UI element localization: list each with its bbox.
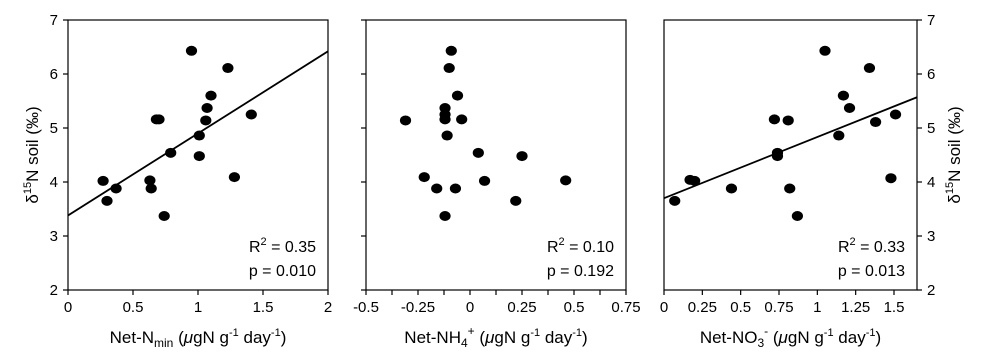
data-point — [418, 172, 430, 183]
data-point — [837, 90, 850, 101]
data-point — [451, 90, 464, 101]
data-point — [889, 109, 902, 120]
data-point — [193, 130, 205, 141]
x-tick-label: 1 — [194, 299, 202, 316]
regression-line — [664, 96, 917, 200]
x-tick-label: 1.5 — [253, 299, 274, 316]
data-point — [110, 183, 122, 194]
plot-frame — [663, 19, 918, 291]
x-tick-label: 0 — [64, 299, 72, 316]
x-axis-title: Net-NH4+ (μgN g-1 day-1) — [404, 324, 587, 350]
data-point — [478, 175, 491, 186]
data-point — [771, 151, 784, 162]
x-tick-label: -0.25 — [401, 299, 435, 316]
data-point — [144, 175, 156, 186]
y-tick-label: 7 — [50, 12, 58, 29]
y-tick-label: 6 — [927, 66, 935, 83]
y-tick-label: 3 — [50, 228, 58, 245]
data-point — [843, 103, 856, 114]
x-tick-label: 0.75 — [764, 299, 793, 316]
data-point — [819, 45, 831, 56]
x-tick-label: 0 — [466, 299, 474, 316]
data-point — [870, 117, 882, 128]
data-point — [689, 175, 701, 186]
y-tick-label: 4 — [50, 174, 58, 191]
x-tick-label: -0.5 — [353, 299, 379, 316]
x-tick-label: 0.5 — [123, 299, 144, 316]
x-axis-title: Net-NO3- (μgN g-1 day-1) — [700, 324, 881, 350]
x-tick-label: 1 — [813, 299, 821, 316]
data-point — [725, 183, 738, 194]
x-tick-label: 1.25 — [841, 299, 870, 316]
p-value-annotation: p = 0.192 — [547, 263, 614, 280]
y-tick-label: 5 — [927, 120, 935, 137]
data-point — [101, 195, 113, 206]
panel-net-nmin: 0 0.5 1 1.5 2 2 3 4 5 6 7 δ15N soil (‰) Net-Nmin (μg… — [22, 12, 332, 350]
x-tick-label: 0 — [660, 299, 668, 316]
panel-net-no3: 0 0.25 0.5 0.75 1 1.25 1.5 2 3 4 5 6 7 δ15N soil (‰) N… — [660, 12, 964, 350]
data-point — [205, 90, 217, 101]
r2-annotation: R2 = 0.35 — [249, 236, 316, 256]
x-tick-label: 0.5 — [730, 299, 751, 316]
data-point — [193, 151, 205, 162]
y-tick-label: 2 — [927, 282, 935, 299]
data-point — [784, 183, 796, 194]
data-point — [456, 114, 468, 125]
y-tick-label: 2 — [50, 282, 58, 299]
y-axis-title: δ15N soil (‰) — [22, 106, 42, 203]
data-point — [158, 211, 170, 222]
x-tick-label: 0.25 — [688, 299, 717, 316]
x-tick-label: 0.75 — [611, 299, 640, 316]
data-point — [441, 130, 453, 141]
data-point — [97, 175, 109, 186]
data-point — [791, 211, 804, 222]
data-point — [200, 115, 212, 126]
x-axis-title: Net-Nmin (μgN g-1 day-1) — [110, 327, 287, 350]
data-point — [439, 211, 451, 222]
data-point — [669, 195, 681, 206]
data-point — [782, 115, 794, 126]
data-point — [560, 175, 572, 186]
x-tick-label: 1.5 — [884, 299, 905, 316]
data-point — [516, 151, 528, 162]
y-tick-label: 5 — [50, 120, 58, 137]
y-tick-label: 4 — [927, 174, 935, 191]
x-tick-label: 0.5 — [564, 299, 585, 316]
data-point — [165, 147, 177, 158]
data-point — [833, 130, 845, 141]
y-axis-title: δ15N soil (‰) — [944, 106, 964, 203]
data-point — [885, 173, 897, 184]
data-point — [768, 114, 781, 125]
data-point — [443, 63, 455, 74]
p-value-annotation: p = 0.013 — [838, 263, 905, 280]
data-point — [399, 115, 412, 126]
data-point — [222, 63, 234, 74]
data-point — [153, 114, 165, 125]
r2-annotation: R2 = 0.33 — [838, 236, 905, 256]
data-point — [863, 63, 876, 74]
data-point — [431, 183, 443, 194]
data-point — [145, 183, 157, 194]
data-point — [445, 45, 457, 56]
y-tick-label: 7 — [927, 12, 935, 29]
data-point — [472, 147, 484, 158]
data-point — [245, 109, 257, 120]
panel-net-nh4: -0.5 -0.25 0 0.25 0.5 0.75 Net-NH4+ (μgN g-1 d… — [353, 19, 641, 350]
r2-annotation: R2 = 0.10 — [547, 236, 614, 256]
x-tick-label: 2 — [324, 299, 332, 316]
data-point — [201, 103, 213, 114]
y-tick-label: 3 — [927, 228, 935, 245]
data-point — [185, 45, 198, 56]
data-point — [449, 183, 462, 194]
y-tick-label: 6 — [50, 66, 58, 83]
data-point — [510, 195, 522, 206]
data-point — [439, 114, 451, 125]
x-tick-label: 0.25 — [507, 299, 536, 316]
data-point — [228, 172, 240, 183]
p-value-annotation: p = 0.010 — [249, 263, 316, 280]
